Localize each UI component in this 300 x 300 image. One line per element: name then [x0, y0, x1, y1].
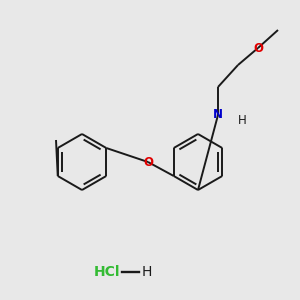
Text: O: O: [253, 41, 263, 55]
Text: N: N: [213, 109, 223, 122]
Text: H: H: [238, 115, 246, 128]
Text: O: O: [143, 155, 153, 169]
Text: H: H: [142, 265, 152, 279]
Text: HCl: HCl: [94, 265, 120, 279]
